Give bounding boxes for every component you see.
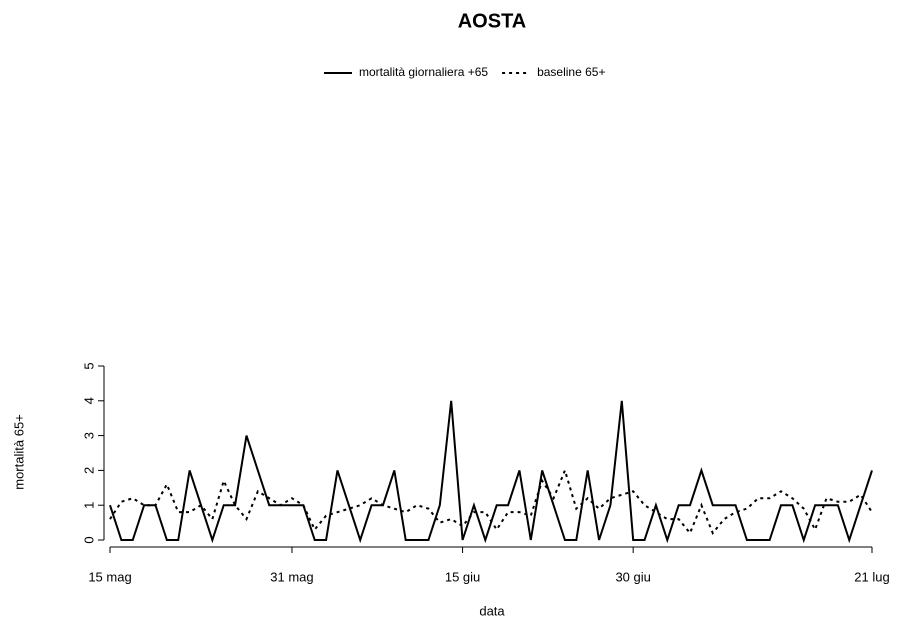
- legend-label: mortalità giornaliera +65: [359, 65, 488, 79]
- series-line: [109, 467, 873, 535]
- legend-label: baseline 65+: [537, 65, 605, 79]
- x-tick-label: 15 mag: [88, 569, 131, 584]
- y-tick-label: 0: [81, 536, 96, 543]
- y-tick-label: 1: [81, 502, 96, 509]
- y-axis-label: mortalità 65+: [11, 414, 26, 490]
- y-tick-label: 2: [81, 467, 96, 474]
- x-axis-label: data: [479, 603, 505, 618]
- legend: mortalità giornaliera +65 baseline 65+: [324, 65, 605, 79]
- y-tick-label: 3: [81, 432, 96, 439]
- y-tick-label: 4: [81, 397, 96, 404]
- series-line: [109, 400, 873, 544]
- x-tick-label: 31 mag: [270, 569, 313, 584]
- x-tick-label: 30 giu: [615, 569, 650, 584]
- x-tick-label: 15 giu: [445, 569, 480, 584]
- x-tick-label: 21 lug: [854, 569, 889, 584]
- chart-title: AOSTA: [458, 10, 527, 32]
- y-tick-label: 5: [81, 362, 96, 369]
